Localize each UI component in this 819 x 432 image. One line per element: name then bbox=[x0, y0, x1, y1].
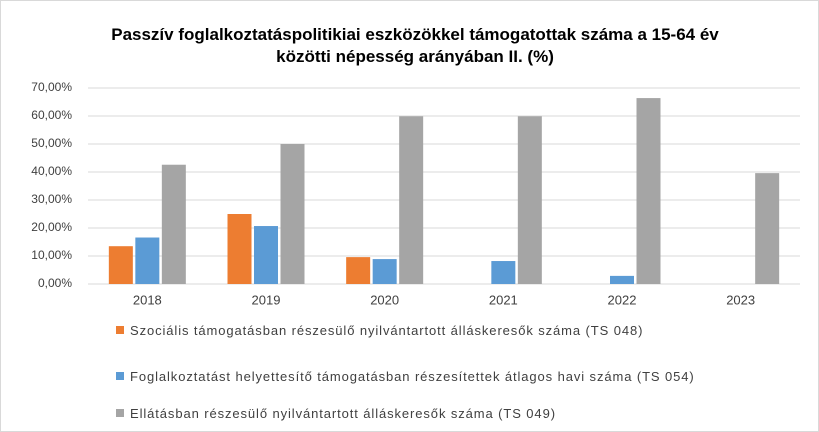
bar bbox=[517, 116, 542, 284]
bar bbox=[161, 164, 186, 284]
y-tick-label: 70,00% bbox=[31, 80, 72, 94]
bar bbox=[135, 237, 160, 284]
bar bbox=[491, 261, 516, 284]
y-tick-label: 60,00% bbox=[31, 108, 72, 122]
x-tick-label: 2021 bbox=[489, 292, 518, 307]
bar bbox=[346, 257, 371, 284]
x-tick-label: 2023 bbox=[726, 292, 755, 307]
bar bbox=[227, 214, 252, 284]
bar bbox=[636, 98, 661, 284]
legend-item: Szociális támogatásban részesülő nyilván… bbox=[116, 322, 643, 339]
bar bbox=[254, 226, 278, 284]
x-tick-label: 2018 bbox=[133, 292, 162, 307]
x-tick-label: 2022 bbox=[608, 292, 637, 307]
bar bbox=[372, 259, 397, 284]
y-tick-label: 40,00% bbox=[31, 164, 72, 178]
legend-label: Ellátásban részesülő nyilvántartott állá… bbox=[130, 406, 556, 421]
bar bbox=[399, 116, 424, 284]
bar bbox=[280, 144, 305, 284]
legend-swatch bbox=[116, 372, 124, 380]
legend-label: Foglalkoztatást helyettesítő támogatásba… bbox=[130, 369, 695, 384]
bar bbox=[610, 275, 634, 284]
x-tick-label: 2019 bbox=[252, 292, 281, 307]
chart-title: Passzív foglalkoztatáspolitikiai eszközö… bbox=[111, 25, 719, 66]
y-tick-label: 10,00% bbox=[31, 248, 72, 262]
legend-item: Foglalkoztatást helyettesítő támogatásba… bbox=[116, 368, 695, 385]
y-tick-label: 20,00% bbox=[31, 220, 72, 234]
legend-swatch bbox=[116, 326, 124, 334]
legend-item: Ellátásban részesülő nyilvántartott állá… bbox=[116, 405, 556, 422]
legend-label: Szociális támogatásban részesülő nyilván… bbox=[130, 323, 644, 338]
y-tick-label: 50,00% bbox=[31, 136, 72, 150]
y-tick-label: 0,00% bbox=[38, 276, 72, 290]
bar bbox=[755, 173, 780, 284]
y-tick-label: 30,00% bbox=[31, 192, 72, 206]
bar bbox=[108, 246, 133, 284]
x-tick-label: 2020 bbox=[370, 292, 399, 307]
legend-swatch bbox=[116, 409, 124, 417]
